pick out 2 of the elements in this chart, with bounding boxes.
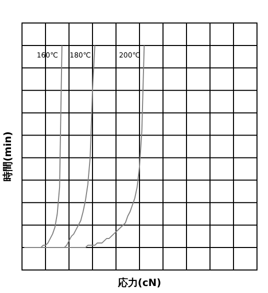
y-axis-title: 時間(min) [2, 131, 14, 182]
x-axis-title: 応力(cN) [116, 277, 162, 289]
